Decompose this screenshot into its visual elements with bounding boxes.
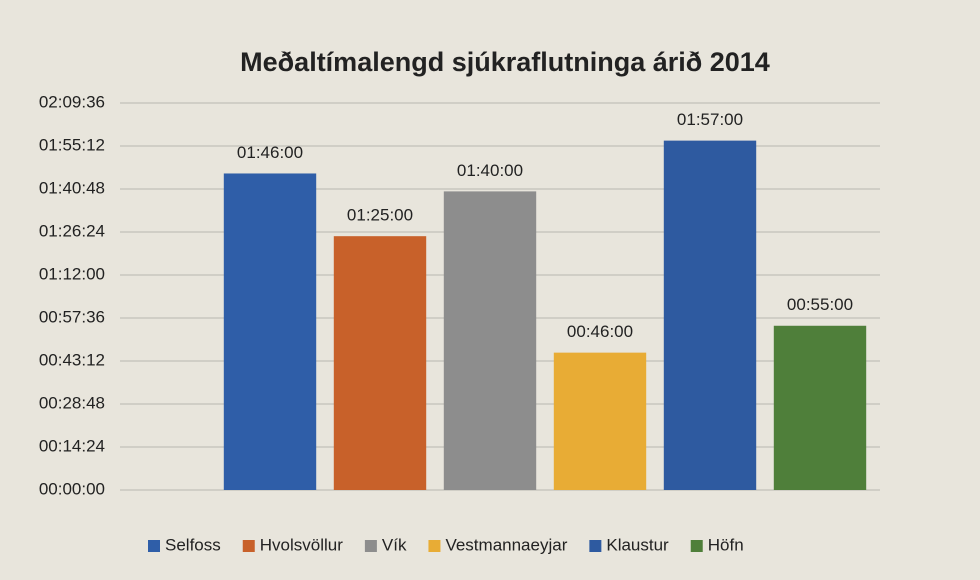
bar — [443, 191, 537, 490]
y-tick-label: 01:26:24 — [39, 221, 105, 240]
data-label: 00:55:00 — [787, 295, 853, 314]
legend-label: Vík — [382, 535, 407, 554]
data-label: 00:46:00 — [567, 322, 633, 341]
legend-swatch — [364, 540, 377, 552]
legend-label: Klaustur — [606, 535, 669, 554]
legend-swatch — [589, 540, 602, 552]
bar — [773, 325, 867, 490]
chart-title: Meðaltímalengd sjúkraflutninga árið 2014 — [240, 47, 770, 77]
y-tick-label: 01:12:00 — [39, 264, 105, 283]
legend-swatch — [242, 540, 255, 552]
y-tick-label: 01:40:48 — [39, 178, 105, 197]
legend-label: Selfoss — [165, 535, 221, 554]
data-label: 01:25:00 — [347, 206, 413, 225]
legend-label: Vestmannaeyjar — [445, 535, 567, 554]
data-label: 01:40:00 — [457, 161, 523, 180]
y-tick-label: 00:14:24 — [39, 436, 105, 455]
legend-swatch — [148, 540, 160, 552]
y-tick-label: 00:57:36 — [39, 307, 105, 326]
y-tick-label: 00:00:00 — [39, 479, 105, 498]
data-label: 01:57:00 — [677, 110, 743, 129]
y-tick-label: 00:43:12 — [39, 350, 105, 369]
bar — [333, 236, 427, 490]
y-tick-label: 00:28:48 — [39, 393, 105, 412]
data-label: 01:46:00 — [237, 143, 303, 162]
legend-label: Hvolsvöllur — [260, 535, 343, 554]
y-tick-label: 01:55:12 — [39, 135, 105, 154]
bar — [223, 173, 317, 490]
bar — [663, 140, 757, 490]
y-tick-label: 02:09:36 — [39, 92, 105, 111]
legend-label: Höfn — [708, 535, 744, 554]
legend-swatch — [690, 540, 703, 552]
legend-swatch — [428, 540, 441, 552]
bar — [553, 352, 647, 490]
